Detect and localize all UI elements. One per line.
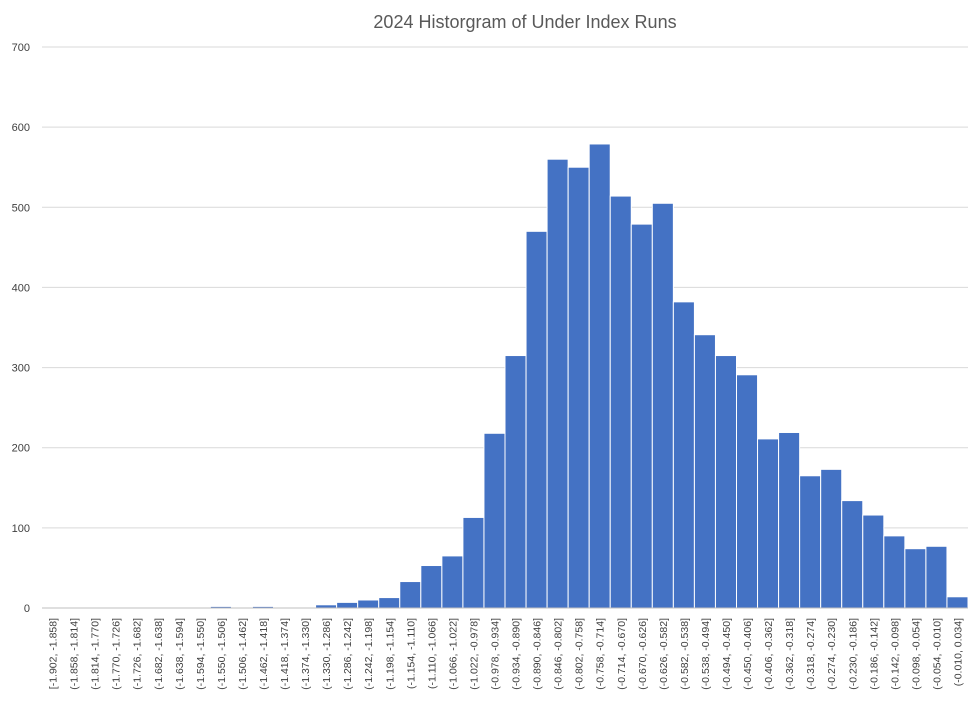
x-tick-label: (-1.374, -1.330] <box>300 618 312 690</box>
x-tick-label: (-1.198, -1.154] <box>384 618 396 690</box>
x-tick-label: (-0.978, -0.934] <box>489 618 501 690</box>
histogram-bar <box>904 548 927 609</box>
bars <box>209 143 969 609</box>
histogram-bar <box>820 468 843 609</box>
x-tick-label: (-0.054, -0.010] <box>931 618 943 690</box>
histogram-bar <box>588 143 611 609</box>
chart-title: 2024 Historgram of Under Index Runs <box>373 12 676 32</box>
y-tick-label: 100 <box>12 523 30 535</box>
x-tick-label: (-0.406, -0.362] <box>763 618 775 690</box>
x-tick-label: (-0.362, -0.318] <box>784 618 796 690</box>
histogram-bar <box>525 230 548 609</box>
histogram-bar <box>567 166 590 609</box>
x-tick-label: (-1.770, -1.726] <box>111 618 123 690</box>
x-tick-label: (-0.142, -0.098] <box>889 618 901 690</box>
y-tick-label: 200 <box>12 443 30 455</box>
y-tick-label: 600 <box>12 122 30 134</box>
histogram-bar <box>757 438 780 609</box>
histogram-bar <box>420 565 443 609</box>
histogram-bar <box>630 223 653 609</box>
histogram-bar <box>504 355 527 609</box>
x-tick-label: (-0.582, -0.538] <box>679 618 691 690</box>
x-tick-label: (-0.010, 0.034] <box>952 618 964 686</box>
histogram-bar <box>609 195 632 609</box>
x-tick-label: (-0.802, -0.758] <box>574 618 586 690</box>
histogram-bar <box>736 374 759 609</box>
x-tick-label: (-0.230, -0.186] <box>847 618 859 690</box>
x-tick-label: (-0.846, -0.802] <box>553 618 565 690</box>
y-tick-label: 700 <box>12 42 30 54</box>
histogram-bar <box>378 597 401 609</box>
x-tick-label: (-1.858, -1.814] <box>69 618 81 690</box>
x-tick-label: (-1.462, -1.418] <box>258 618 270 690</box>
x-tick-label: (-0.318, -0.274] <box>805 618 817 690</box>
x-tick-label: (-0.890, -0.846] <box>532 618 544 690</box>
histogram-bar <box>483 432 506 609</box>
x-tick-label: (-0.670, -0.626] <box>637 618 649 690</box>
y-tick-label: 300 <box>12 363 30 375</box>
y-tick-label: 0 <box>24 603 30 615</box>
histogram-bar <box>693 334 716 609</box>
histogram-bar <box>862 514 885 609</box>
histogram-bar <box>546 158 569 609</box>
x-tick-label: (-0.098, -0.054] <box>910 618 922 690</box>
x-tick-label: (-0.450, -0.406] <box>742 618 754 690</box>
x-tick-label: (-1.506, -1.462] <box>237 618 249 690</box>
x-tick-label: (-0.934, -0.890] <box>511 618 523 690</box>
x-tick-label: (-1.682, -1.638] <box>153 618 165 690</box>
x-tick-label: (-0.186, -0.142] <box>868 618 880 690</box>
x-tick-label: (-1.242, -1.198] <box>363 618 375 690</box>
x-tick-label: (-1.154, -1.110] <box>405 618 417 689</box>
histogram-bar <box>946 596 969 609</box>
x-tick-label: (-1.638, -1.594] <box>174 618 186 690</box>
x-tick-label: [-1.902, -1.858] <box>48 618 60 689</box>
y-tick-label: 400 <box>12 282 30 294</box>
x-tick-label: (-0.626, -0.582] <box>658 618 670 690</box>
x-tick-label: (-1.418, -1.374] <box>279 618 291 690</box>
histogram-bar <box>651 202 674 609</box>
x-tick-label: (-1.550, -1.506] <box>216 618 228 690</box>
x-tick-label: (-1.110, -1.066] <box>426 618 438 689</box>
histogram-bar <box>883 535 906 609</box>
x-tick-label: (-1.814, -1.770] <box>90 618 102 690</box>
x-tick-label: (-1.066, -1.022] <box>447 618 459 690</box>
histogram-bar <box>336 601 359 609</box>
x-tick-label: (-1.330, -1.286] <box>321 618 333 690</box>
histogram-bar <box>357 599 380 609</box>
x-tick-label: (-1.286, -1.242] <box>342 618 354 690</box>
x-tick-label: (-1.594, -1.550] <box>195 618 207 690</box>
histogram-bar <box>441 555 464 609</box>
histogram-bar <box>672 301 695 609</box>
histogram-bar <box>399 581 422 609</box>
histogram-bar <box>799 475 822 609</box>
x-tick-label: (-1.022, -0.978] <box>468 618 480 690</box>
y-tick-label: 500 <box>12 202 30 214</box>
x-tick-label: (-0.538, -0.494] <box>700 618 712 690</box>
x-tick-label: (-0.714, -0.670] <box>616 618 628 690</box>
x-tick-label: (-0.274, -0.230] <box>826 618 838 690</box>
x-axis-ticks: [-1.902, -1.858] (-1.858, -1.814] (-1.814,… <box>48 618 965 690</box>
x-tick-label: (-0.758, -0.714] <box>595 618 607 690</box>
y-axis-ticks: 0 100 200 300 400 500 600 700 <box>12 42 30 615</box>
x-tick-label: (-1.726, -1.682] <box>132 618 144 690</box>
histogram-bar <box>714 355 737 609</box>
x-tick-label: (-0.494, -0.450] <box>721 618 733 690</box>
histogram-bar <box>925 545 948 609</box>
histogram-bar <box>462 516 485 609</box>
histogram-bar <box>778 431 801 609</box>
histogram-bar <box>841 500 864 609</box>
